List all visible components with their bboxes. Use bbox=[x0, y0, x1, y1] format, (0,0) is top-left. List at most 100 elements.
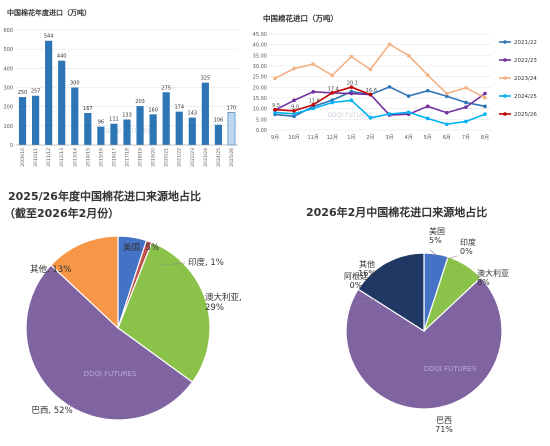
x-tick-label: 3月 bbox=[385, 135, 393, 141]
pie-label: 其他 16% bbox=[358, 259, 376, 278]
series-point bbox=[349, 91, 354, 96]
bar bbox=[71, 87, 79, 145]
x-tick-label: 2018/19 bbox=[138, 148, 144, 167]
monthly-imports-panel: 中国棉花进口（万吨） 0.00 5.00 10.00 15.00 20.00 25.00 3… bbox=[245, 0, 550, 168]
x-tick-label: 2012/13 bbox=[59, 148, 65, 167]
x-tick-label: 2019/20 bbox=[151, 148, 157, 167]
series-point bbox=[425, 116, 430, 121]
bar bbox=[18, 97, 27, 145]
series-point bbox=[425, 73, 430, 77]
watermark: DDQI FUTURES bbox=[84, 370, 137, 378]
bar bbox=[201, 82, 209, 145]
y-tick-label: 25.00 bbox=[253, 75, 267, 81]
bar-value-label: 133 bbox=[122, 113, 132, 119]
leader-line bbox=[355, 298, 377, 304]
y-tick-label: 200 bbox=[3, 105, 13, 111]
data-label: 17.4 bbox=[328, 86, 339, 92]
x-tick-label: 2015/16 bbox=[98, 148, 104, 167]
series-point bbox=[292, 98, 296, 103]
legend-marker bbox=[503, 40, 507, 44]
series-point bbox=[387, 85, 392, 89]
y-tick-label: 30.00 bbox=[253, 64, 267, 70]
bar bbox=[227, 112, 236, 146]
series-point bbox=[483, 112, 487, 117]
feb-source-pie: DDQI FUTURES 美国 5% 印度 0%澳大利亚 8% 巴西 71% 阿根廷 0%其他 16… bbox=[344, 226, 509, 434]
legend-marker bbox=[503, 58, 507, 62]
series-point bbox=[311, 103, 315, 107]
bar bbox=[123, 119, 131, 145]
y-tick-label: 35.00 bbox=[253, 53, 267, 59]
bar bbox=[84, 112, 92, 145]
series-point bbox=[273, 107, 277, 112]
series-point bbox=[464, 119, 468, 124]
y-tick-label: 500 bbox=[3, 47, 13, 53]
x-tick-label: 2024/25 bbox=[216, 148, 222, 167]
x-tick-label: 9月 bbox=[271, 135, 279, 141]
pie-label: 澳大利亚 8% bbox=[477, 268, 509, 287]
legend-label: 2022/23 bbox=[514, 58, 537, 64]
legend-label: 2024/25 bbox=[514, 94, 537, 100]
series-point bbox=[311, 90, 315, 94]
bar-value-label: 174 bbox=[174, 105, 184, 111]
y-tick-label: 100 bbox=[3, 124, 13, 130]
series-line bbox=[274, 99, 486, 126]
x-tick-label: 2025/26 bbox=[229, 148, 235, 167]
bar-value-label: 300 bbox=[70, 81, 80, 87]
x-tick-label: 5月 bbox=[424, 135, 432, 141]
series-point bbox=[406, 94, 411, 98]
series-point bbox=[464, 100, 468, 105]
bar-value-label: 325 bbox=[201, 76, 211, 82]
bar bbox=[31, 95, 40, 145]
x-tick-label: 10月 bbox=[288, 135, 299, 141]
series-point bbox=[483, 104, 487, 109]
series-point bbox=[387, 112, 392, 116]
bar-value-label: 96 bbox=[98, 120, 104, 126]
pie-slice bbox=[50, 235, 119, 330]
x-tick-label: 2022/23 bbox=[190, 148, 196, 167]
legend-marker bbox=[503, 112, 507, 116]
series-point bbox=[387, 42, 392, 47]
season-pie-title: 2025/26年度中国棉花进口来源地占比 bbox=[8, 190, 201, 203]
x-tick-label: 6月 bbox=[443, 135, 451, 141]
pie-label: 巴西 71% bbox=[435, 416, 453, 434]
series-line bbox=[274, 86, 371, 112]
y-tick-label: 0 bbox=[10, 143, 13, 149]
series-point bbox=[330, 100, 335, 105]
x-tick-label: 4月 bbox=[405, 135, 413, 141]
bar-value-label: 203 bbox=[135, 99, 145, 105]
series-point bbox=[368, 67, 373, 72]
season-source-panel: 2025/26年度中国棉花进口来源地占比 （截至2026年2月份） DDQI F… bbox=[0, 180, 243, 446]
bar-value-label: 544 bbox=[44, 34, 54, 40]
series-point bbox=[273, 110, 277, 115]
bar bbox=[175, 111, 183, 145]
pie-label: 澳大利亚, 29% bbox=[205, 292, 242, 313]
series-point bbox=[425, 88, 430, 93]
y-tick-label: 10.00 bbox=[253, 107, 267, 113]
y-tick-label: 15.00 bbox=[253, 96, 267, 102]
bar-value-label: 167 bbox=[83, 106, 93, 112]
data-label: 9.0 bbox=[291, 104, 299, 110]
x-tick-label: 2013/14 bbox=[72, 148, 78, 167]
series-point bbox=[292, 114, 296, 119]
bar-value-label: 275 bbox=[161, 85, 171, 91]
pie-slice bbox=[357, 252, 425, 333]
series-point bbox=[349, 54, 354, 59]
pie-label: 印度 0% bbox=[460, 237, 476, 256]
annual-imports-panel: 中国棉花年度进口（万吨） 0100200300400500600DDQI FUT… bbox=[0, 0, 243, 177]
series-point bbox=[406, 110, 411, 115]
series-point bbox=[273, 76, 277, 81]
series-point bbox=[445, 110, 449, 115]
legend-label: 2023/24 bbox=[514, 76, 537, 82]
annual-bar-chart: 0100200300400500600DDQI FUTURES2502009/1… bbox=[3, 28, 238, 167]
series-point bbox=[425, 104, 430, 109]
y-tick-label: 400 bbox=[3, 66, 13, 72]
legend-label: 2025/26 bbox=[514, 112, 537, 118]
watermark: DDQI FUTURES bbox=[424, 365, 477, 373]
monthly-line-chart: 0.00 5.00 10.00 15.00 20.00 25.00 30.00 35.00 40… bbox=[253, 32, 538, 141]
pie-label: 巴西, 52% bbox=[31, 406, 72, 416]
pie-slice bbox=[117, 241, 211, 383]
bar bbox=[149, 114, 157, 145]
series-point bbox=[349, 98, 354, 103]
bar bbox=[97, 126, 105, 145]
x-tick-label: 2月 bbox=[366, 135, 374, 141]
